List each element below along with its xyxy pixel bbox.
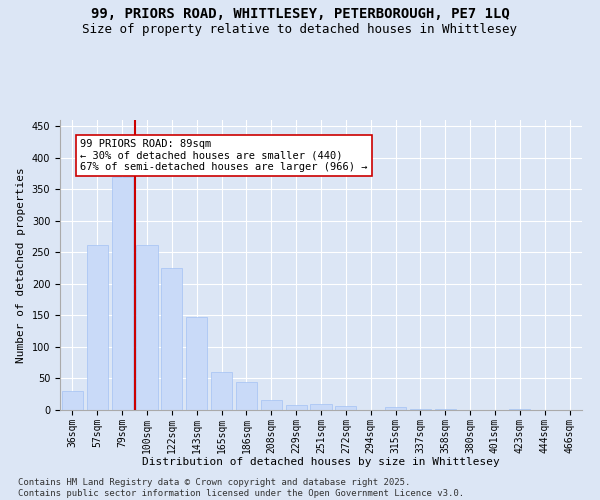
Bar bbox=[410, 408, 431, 410]
Bar bbox=[310, 404, 332, 410]
Bar bbox=[211, 372, 232, 410]
Bar bbox=[236, 382, 257, 410]
Bar bbox=[87, 245, 108, 410]
Bar bbox=[261, 400, 282, 410]
Y-axis label: Number of detached properties: Number of detached properties bbox=[16, 167, 26, 363]
Bar bbox=[385, 407, 406, 410]
Bar bbox=[509, 408, 530, 410]
Bar bbox=[112, 176, 133, 410]
Bar bbox=[62, 391, 83, 410]
Bar bbox=[335, 406, 356, 410]
Bar bbox=[186, 316, 207, 410]
Text: Contains HM Land Registry data © Crown copyright and database right 2025.
Contai: Contains HM Land Registry data © Crown c… bbox=[18, 478, 464, 498]
Bar bbox=[161, 268, 182, 410]
Text: Size of property relative to detached houses in Whittlesey: Size of property relative to detached ho… bbox=[83, 22, 517, 36]
Text: 99, PRIORS ROAD, WHITTLESEY, PETERBOROUGH, PE7 1LQ: 99, PRIORS ROAD, WHITTLESEY, PETERBOROUG… bbox=[91, 8, 509, 22]
Text: 99 PRIORS ROAD: 89sqm
← 30% of detached houses are smaller (440)
67% of semi-det: 99 PRIORS ROAD: 89sqm ← 30% of detached … bbox=[80, 139, 367, 172]
X-axis label: Distribution of detached houses by size in Whittlesey: Distribution of detached houses by size … bbox=[142, 457, 500, 467]
Bar bbox=[286, 405, 307, 410]
Bar bbox=[136, 245, 158, 410]
